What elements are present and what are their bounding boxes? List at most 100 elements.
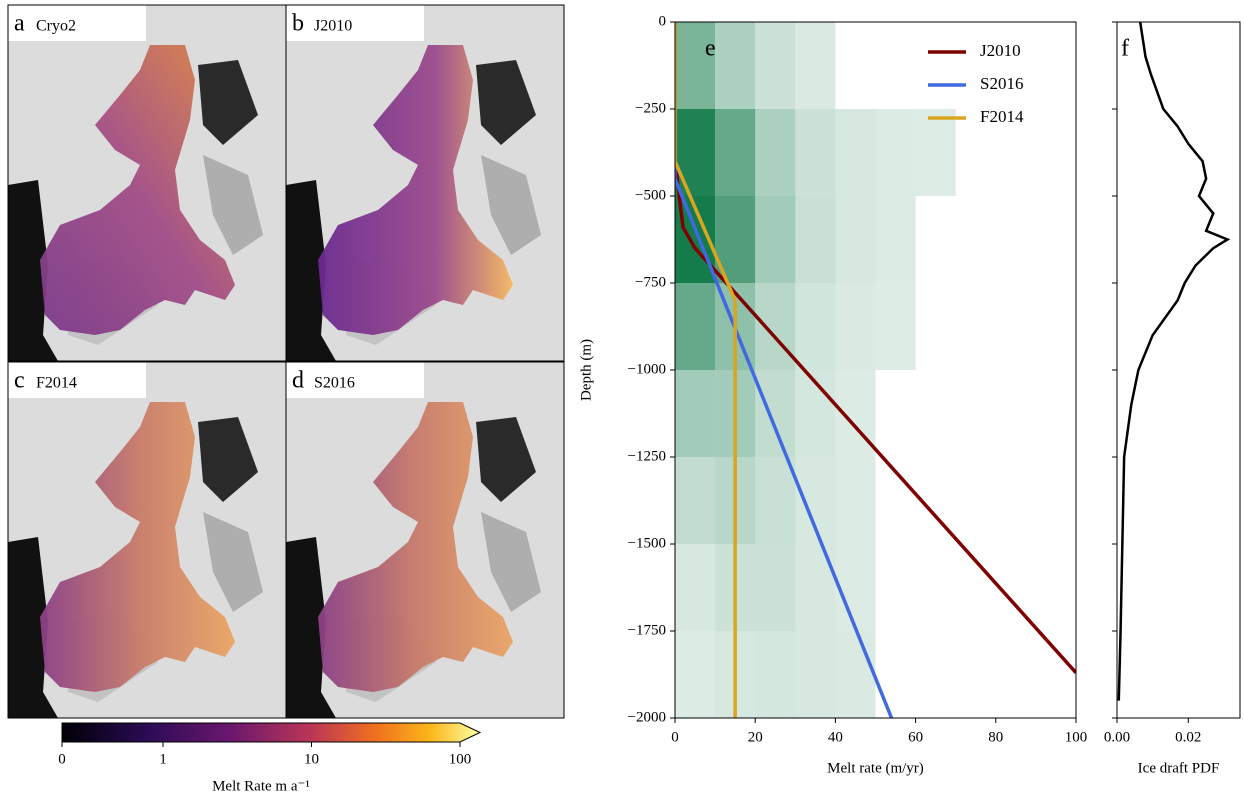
- density-cell: [675, 631, 716, 718]
- panel-label: J2010: [314, 18, 352, 35]
- colorbar-tick-label: 0: [58, 751, 66, 767]
- rock-shading: [8, 180, 58, 361]
- ice-shelf-melt: [40, 45, 235, 335]
- x-tick-label: 100: [1065, 729, 1088, 745]
- density-cell: [755, 109, 796, 196]
- density-cell: [715, 109, 756, 196]
- panel-label: S2016: [314, 375, 355, 392]
- panel-letter: b: [292, 11, 304, 37]
- x-axis-label: Ice draft PDF: [1138, 760, 1220, 776]
- density-cell: [835, 544, 876, 631]
- legend-label: S2016: [980, 74, 1023, 93]
- density-cell: [835, 631, 876, 718]
- rock-shading: [198, 60, 258, 145]
- map-panel: c F2014: [7, 361, 287, 719]
- colorbar: [61, 722, 482, 743]
- density-cell: [795, 631, 836, 718]
- panel-letter: a: [14, 11, 25, 37]
- y-tick-label: −1000: [628, 361, 666, 377]
- series-line: [1117, 22, 1231, 701]
- density-cell: [755, 370, 796, 457]
- label-box: [8, 5, 146, 41]
- density-cell: [755, 544, 796, 631]
- panel-frame: [285, 361, 565, 719]
- rock-shading: [476, 60, 536, 145]
- density-cell: [795, 109, 836, 196]
- density-cell: [675, 544, 716, 631]
- series-line: [675, 22, 1076, 674]
- panel-label: F2014: [36, 375, 77, 392]
- colorbar-tick-label: 1: [159, 751, 167, 767]
- rock-shading: [203, 155, 263, 255]
- colorbar-tick-label: 10: [304, 751, 319, 767]
- y-tick-label: −1250: [628, 448, 666, 464]
- rock-shading: [8, 537, 58, 718]
- x-tick-label: 20: [748, 729, 763, 745]
- density-cell: [675, 109, 716, 196]
- density-cell: [915, 109, 956, 196]
- series-line: [675, 22, 737, 718]
- map-panel: d S2016: [285, 361, 565, 719]
- density-cell: [755, 22, 796, 109]
- density-cell: [675, 283, 716, 370]
- density-cell: [875, 109, 916, 196]
- label-box: [8, 362, 146, 398]
- density-cell: [835, 283, 876, 370]
- y-tick-label: −2000: [628, 709, 666, 725]
- rock-shading: [198, 417, 258, 502]
- density-cell: [835, 196, 876, 283]
- density-cell: [795, 544, 836, 631]
- density-cell: [795, 22, 836, 109]
- series-line: [675, 22, 894, 718]
- axes-frame: [674, 21, 1077, 719]
- x-axis-label: Melt rate (m/yr): [827, 760, 924, 776]
- axes-frame: [1116, 21, 1241, 719]
- y-tick-label: 0: [659, 13, 667, 29]
- density-cell: [795, 283, 836, 370]
- density-cell: [675, 22, 716, 109]
- ice-shelf-melt: [318, 402, 513, 692]
- map-panel: a Cryo2: [7, 4, 287, 362]
- colorbar-tick-label: 100: [449, 751, 472, 767]
- rock-shading: [476, 417, 536, 502]
- rock-shading: [481, 512, 541, 612]
- y-tick-label: −500: [635, 187, 666, 203]
- density-cell: [835, 109, 876, 196]
- density-cell: [675, 457, 716, 544]
- density-cell: [755, 457, 796, 544]
- density-cell: [675, 370, 716, 457]
- panel-letter: e: [705, 36, 716, 62]
- density-cell: [795, 196, 836, 283]
- x-tick-label: 80: [988, 729, 1003, 745]
- panel-frame: [285, 4, 565, 362]
- x-tick-label: 0.02: [1175, 729, 1201, 745]
- x-tick-label: 0: [671, 729, 679, 745]
- x-tick-label: 0.00: [1104, 729, 1130, 745]
- x-tick-label: 60: [908, 729, 923, 745]
- rock-shading: [481, 155, 541, 255]
- y-tick-label: −1500: [628, 535, 666, 551]
- rock-shading: [286, 537, 336, 718]
- legend-label: F2014: [980, 107, 1024, 126]
- x-tick-label: 40: [828, 729, 843, 745]
- panel-letter: c: [14, 368, 25, 394]
- density-cell: [875, 283, 916, 370]
- panel-letter: f: [1121, 36, 1129, 62]
- label-box: [286, 362, 424, 398]
- rock-shading: [286, 180, 336, 361]
- density-cell: [835, 457, 876, 544]
- y-tick-label: −750: [635, 274, 666, 290]
- density-cell: [755, 196, 796, 283]
- density-cell: [755, 631, 796, 718]
- ice-shelf-melt: [40, 402, 235, 692]
- colorbar-label: Melt Rate m a⁻¹: [212, 778, 310, 794]
- density-cell: [875, 196, 916, 283]
- ice-shelf-melt: [318, 45, 513, 335]
- y-tick-label: −1750: [628, 622, 666, 638]
- rock-shading: [203, 512, 263, 612]
- label-box: [286, 5, 424, 41]
- density-cell: [715, 22, 756, 109]
- map-panel: b J2010: [285, 4, 565, 362]
